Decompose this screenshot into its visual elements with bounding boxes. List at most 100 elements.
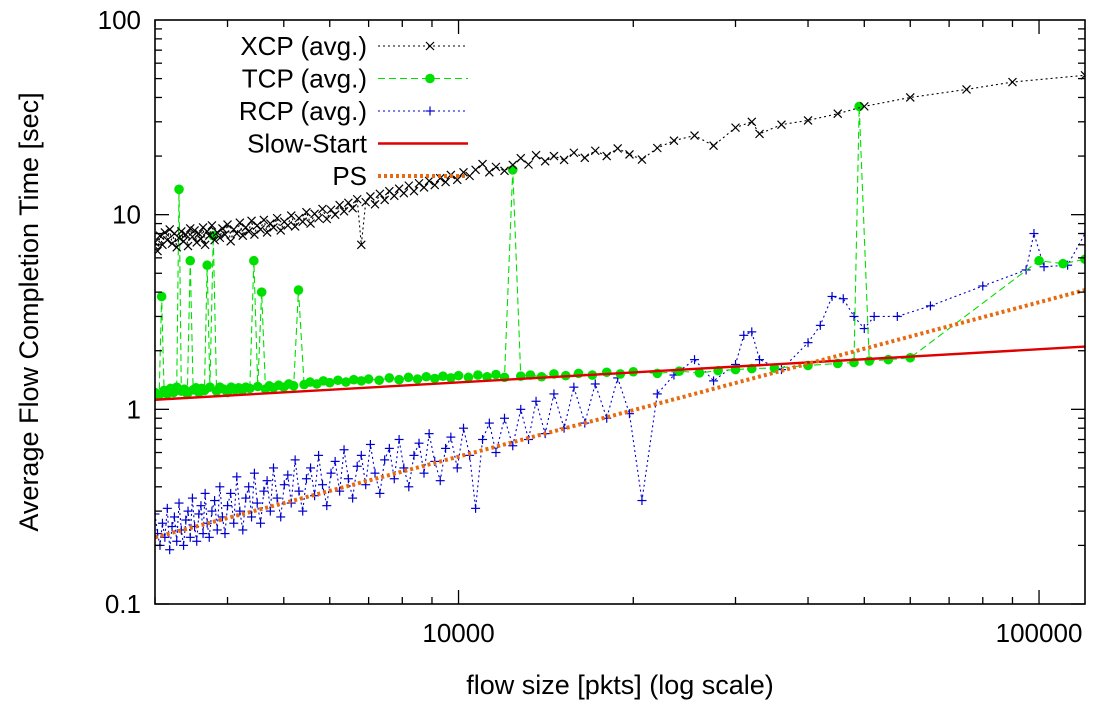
data-point-rcp-avg (1039, 262, 1049, 272)
data-point-xcp-avg (777, 120, 786, 130)
data-point-rcp-avg (330, 456, 340, 466)
data-point-rcp-avg (365, 439, 375, 449)
data-point-tcp-avg (482, 371, 492, 382)
data-point-xcp-avg (283, 221, 293, 230)
data-point-xcp-avg (652, 143, 662, 153)
data-point-xcp-avg (272, 213, 282, 223)
data-point-rcp-avg (370, 468, 380, 478)
data-point-xcp-avg (375, 189, 385, 199)
data-point-xcp-avg (343, 198, 353, 208)
data-point-xcp-avg (356, 240, 366, 250)
data-point-rcp-avg (212, 525, 222, 535)
legend-marker-xcp-avg (425, 41, 435, 51)
data-point-tcp-avg (156, 291, 167, 302)
data-point-xcp-avg (669, 136, 679, 146)
data-point-xcp-avg (380, 195, 390, 205)
data-point-rcp-avg (399, 463, 409, 473)
data-point-tcp-avg (463, 372, 474, 383)
data-point-rcp-avg (499, 413, 509, 423)
data-point-rcp-avg (471, 503, 481, 513)
y-tick-label: 10 (112, 200, 141, 230)
data-point-xcp-avg (613, 143, 623, 153)
data-point-rcp-avg (637, 496, 647, 506)
data-point-tcp-avg (252, 381, 263, 392)
data-point-rcp-avg (220, 529, 230, 539)
data-point-xcp-avg (962, 84, 971, 94)
data-point-xcp-avg (452, 175, 462, 185)
data-point-xcp-avg (500, 166, 509, 176)
data-point-xcp-avg (491, 162, 501, 172)
data-point-rcp-avg (384, 443, 394, 453)
data-point-tcp-avg (256, 287, 267, 297)
data-point-xcp-avg (731, 123, 740, 133)
data-point-rcp-avg (869, 311, 879, 321)
data-point-xcp-avg (747, 117, 757, 127)
data-point-rcp-avg (380, 455, 390, 465)
x-axis: 10000 100000 (154, 20, 1082, 648)
data-point-rcp-avg (196, 501, 206, 511)
data-point-rcp-avg (352, 461, 362, 471)
data-point-rcp-avg (223, 501, 233, 511)
data-point-tcp-avg (854, 101, 864, 112)
data-point-rcp-avg (318, 480, 328, 490)
data-point-xcp-avg (306, 219, 315, 228)
data-point-rcp-avg (174, 498, 184, 508)
data-point-xcp-avg (215, 233, 225, 243)
data-point-xcp-avg (602, 151, 612, 161)
data-point-rcp-avg (290, 455, 300, 465)
data-point-tcp-avg (1058, 258, 1068, 269)
data-point-xcp-avg (207, 221, 217, 230)
data-point-rcp-avg (155, 509, 160, 519)
data-point-tcp-avg (412, 374, 423, 384)
data-point-xcp-avg (569, 148, 579, 158)
data-point-xcp-avg (196, 234, 206, 244)
data-point-xcp-avg (244, 227, 254, 236)
data-point-xcp-avg (298, 217, 308, 227)
data-point-xcp-avg (419, 183, 429, 192)
data-point-rcp-avg (755, 355, 765, 365)
data-point-xcp-avg (540, 156, 550, 166)
data-point-xcp-avg (302, 207, 311, 217)
data-point-rcp-avg (739, 330, 749, 340)
data-point-tcp-avg (883, 354, 894, 365)
data-point-rcp-avg (652, 389, 662, 399)
x-tick-label: 10000 (422, 618, 494, 648)
series-line-slow-start (155, 345, 1085, 401)
legend-label-xcp-avg: XCP (avg.) (240, 31, 367, 61)
series-slow-start (155, 345, 1085, 401)
data-point-xcp-avg (176, 227, 186, 236)
data-point-rcp-avg (272, 493, 282, 503)
data-point-xcp-avg (238, 231, 248, 241)
data-point-rcp-avg (232, 472, 242, 482)
data-point-rcp-avg (414, 438, 424, 448)
data-point-xcp-avg (339, 206, 349, 216)
data-point-xcp-avg (190, 225, 200, 235)
data-point-rcp-avg (404, 482, 414, 492)
data-point-rcp-avg (747, 327, 757, 337)
data-point-xcp-avg (235, 218, 245, 228)
data-point-tcp-avg (363, 374, 374, 384)
data-point-xcp-avg (210, 235, 220, 245)
data-point-rcp-avg (268, 463, 278, 473)
y-axis-label: Average Flow Completion Time [sec] (14, 92, 44, 531)
data-point-rcp-avg (859, 324, 869, 334)
data-point-tcp-avg (174, 184, 184, 195)
data-point-rcp-avg (569, 382, 579, 392)
plot-area (155, 70, 1085, 555)
data-point-tcp-avg (446, 373, 456, 383)
data-point-rcp-avg (256, 518, 266, 528)
data-point-tcp-avg (403, 372, 414, 383)
series-ps (155, 288, 1085, 540)
data-point-xcp-avg (637, 155, 647, 164)
data-point-rcp-avg (279, 480, 289, 490)
data-point-xcp-avg (435, 173, 445, 183)
data-point-tcp-avg (694, 368, 705, 378)
data-point-tcp-avg (185, 255, 196, 266)
data-point-rcp-avg (306, 463, 316, 473)
data-point-rcp-avg (298, 506, 308, 516)
data-point-rcp-avg (709, 376, 719, 386)
data-point-xcp-avg (859, 101, 869, 111)
data-point-xcp-avg (232, 229, 242, 238)
data-point-rcp-avg (238, 525, 248, 535)
data-point-xcp-avg (262, 228, 272, 237)
